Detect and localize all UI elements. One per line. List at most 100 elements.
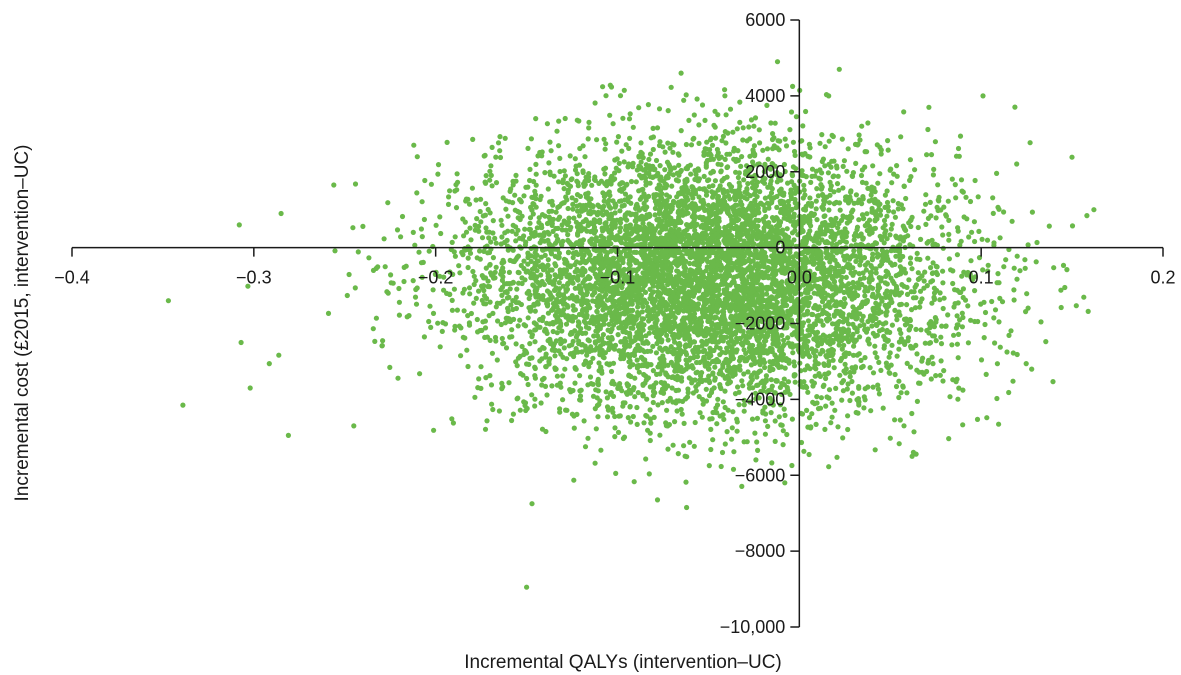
scatter-point [468,237,474,243]
scatter-point [370,326,376,332]
scatter-point [632,394,638,400]
scatter-point [647,407,653,413]
scatter-point [725,407,731,413]
scatter-point [500,195,506,201]
scatter-point [641,420,647,426]
scatter-point [595,388,601,394]
scatter-point [792,196,798,203]
scatter-point [421,216,427,223]
scatter-point [831,189,837,195]
scatter-point [497,134,503,140]
scatter-point [593,426,599,432]
scatter-point [413,286,419,293]
scatter-point [396,285,402,292]
scatter-point [862,262,869,268]
scatter-point [497,148,503,154]
scatter-point [360,223,366,229]
scatter-point [603,389,609,395]
scatter-point [571,477,577,483]
scatter-point [764,291,770,297]
scatter-point [510,178,516,184]
scatter-point [756,217,762,224]
scatter-point [915,270,921,276]
scatter-point [872,217,878,223]
scatter-point [888,275,894,281]
scatter-point [924,240,930,246]
scatter-point [941,204,947,210]
scatter-point [960,294,966,301]
scatter-point [933,338,939,344]
scatter-point [602,248,608,254]
scatter-point [757,368,764,374]
scatter-point [772,418,778,424]
scatter-point [884,363,890,369]
scatter-point [556,203,563,209]
scatter-point [641,297,647,303]
scatter-point [787,127,793,133]
scatter-point [907,255,914,261]
scatter-point [394,227,401,233]
scatter-point [549,383,555,389]
scatter-point [992,307,999,313]
scatter-point [427,303,433,309]
scatter-point [482,152,488,158]
scatter-point [930,361,936,367]
scatter-point [1011,287,1017,293]
scatter-point [859,201,865,207]
scatter-point [524,375,530,382]
scatter-point [762,364,768,371]
scatter-point [943,212,949,218]
scatter-point [1038,319,1044,325]
scatter-point [479,235,486,241]
scatter-point [880,405,886,411]
scatter-point [736,402,742,408]
scatter-point [785,335,791,341]
scatter-point [791,148,798,155]
scatter-point [762,418,769,424]
scatter-point [457,270,463,276]
scatter-point [881,233,888,239]
scatter-point [755,447,761,453]
scatter-point [384,289,390,295]
scatter-point [842,361,848,367]
scatter-point [872,240,878,246]
scatter-point [985,262,991,268]
scatter-point [582,444,589,450]
scatter-point [791,359,797,365]
scatter-point [805,389,811,395]
scatter-point [447,188,453,194]
scatter-point [892,307,898,313]
scatter-point [799,151,805,157]
scatter-point [924,283,930,289]
scatter-point [904,360,910,366]
scatter-point [933,373,939,379]
scatter-point [853,242,859,248]
scatter-point [628,419,634,425]
scatter-point [554,330,560,336]
scatter-point [564,356,570,362]
scatter-point [607,112,613,118]
scatter-point [892,214,899,220]
scatter-point [515,323,521,329]
scatter-point [718,169,724,175]
scatter-point [992,340,998,346]
scatter-point [637,196,643,202]
scatter-point [878,147,884,153]
scatter-point [528,136,535,142]
scatter-point [630,160,636,166]
scatter-point [372,338,378,344]
scatter-point [547,273,553,279]
scatter-point [882,336,889,342]
scatter-point [922,201,929,207]
scatter-point [662,181,669,187]
scatter-point [981,335,987,341]
scatter-point [697,377,703,383]
scatter-point [710,183,716,189]
scatter-point [823,375,829,382]
scatter-point [903,227,909,233]
scatter-point [883,273,889,279]
scatter-point [633,218,639,224]
scatter-point [734,126,740,132]
scatter-point [696,122,702,128]
scatter-point [862,397,868,403]
